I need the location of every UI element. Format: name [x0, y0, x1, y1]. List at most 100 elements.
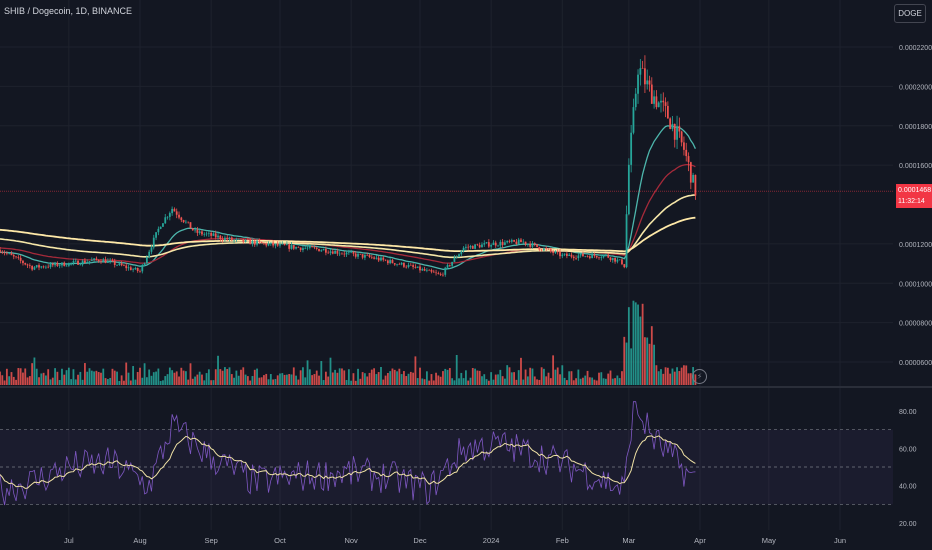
candle-body [299, 247, 302, 251]
volume-bar [361, 372, 364, 385]
volume-bar [217, 355, 219, 385]
volume-bar [517, 370, 520, 385]
candle-body [136, 267, 139, 271]
volume-bar [547, 372, 550, 385]
time-tick-label: Aug [133, 536, 146, 545]
candle-body [72, 261, 75, 263]
volume-bar [366, 376, 369, 385]
symbol-button[interactable]: DOGE [894, 4, 926, 23]
candle-body [207, 232, 210, 234]
candle-body [33, 267, 36, 270]
volume-bar [657, 371, 660, 385]
volume-bar [529, 367, 532, 385]
volume-bar [288, 374, 291, 385]
candle-body [506, 240, 509, 243]
volume-bar [88, 368, 91, 385]
volume-bar [632, 300, 635, 385]
volume-bar [586, 370, 589, 385]
candle-body [120, 263, 123, 266]
candle-body [565, 253, 568, 256]
chart-title: SHIB / Dogecoin, 1D, BINANCE [4, 6, 133, 16]
candle-body [260, 241, 263, 244]
volume-bar [299, 370, 302, 385]
volume-bar [334, 369, 336, 385]
volume-bar [189, 363, 192, 385]
rsi-axis[interactable]: 80.00 60.00 40.00 20.00 [899, 409, 917, 528]
time-tick-label: Sep [204, 536, 217, 545]
rsi-tick-label: 20.00 [899, 521, 917, 528]
candle-body [419, 266, 421, 271]
candle-body [194, 229, 196, 231]
volume-bar [412, 372, 415, 385]
volume-bar [650, 326, 653, 385]
candle-body [389, 260, 392, 264]
rsi-ma-line [0, 435, 696, 489]
volume-bar [350, 380, 353, 385]
volume-bar [302, 367, 304, 385]
volume-bar [403, 371, 405, 385]
volume-bar [95, 370, 98, 385]
candle-body [343, 253, 346, 255]
candle-body [285, 244, 288, 246]
candle-body [520, 239, 522, 243]
candle-body [180, 217, 183, 221]
candle-body [559, 251, 561, 257]
volume-bar [393, 369, 396, 385]
candle-body [347, 252, 350, 253]
volume-bar [116, 371, 118, 385]
volume-bar [364, 373, 366, 385]
candle-body [178, 214, 180, 218]
volume-bar [565, 380, 568, 385]
candle-body [201, 231, 203, 235]
volume-bar [432, 380, 435, 385]
volume-bar [148, 369, 151, 385]
candle-body [533, 243, 536, 245]
volume-bar [304, 377, 307, 385]
candle-body [384, 259, 387, 261]
volume-bar [563, 377, 566, 385]
candle-body [653, 96, 655, 104]
volume-bar [329, 357, 332, 385]
volume-bar [141, 377, 144, 385]
candle-body [5, 253, 8, 254]
volume-bar [97, 372, 100, 385]
volume-bar [359, 378, 362, 385]
price-axis[interactable]: 0.0002200 0.0002000 0.0001800 0.0001600 0.00… [899, 45, 932, 367]
volume-bar [687, 373, 690, 385]
candle-body [522, 241, 525, 243]
volume-bar [572, 380, 575, 385]
volume-bar [67, 367, 70, 385]
volume-bar [386, 373, 389, 385]
volume-bar [637, 304, 639, 385]
candle-body [442, 274, 444, 276]
candle-body [543, 248, 545, 251]
volume-bar [150, 375, 153, 385]
volume-bar [515, 379, 518, 385]
volume-bar [419, 367, 421, 385]
candle-body [109, 260, 112, 262]
candle-body [582, 253, 584, 257]
candle-body [331, 251, 334, 254]
candle-body [302, 248, 304, 251]
candle-body [545, 248, 548, 250]
candle-body [435, 272, 437, 274]
volume-bar [8, 376, 11, 385]
candle-body [246, 239, 249, 241]
candle-body [432, 271, 435, 273]
lightning-icon[interactable]: ⚡ [692, 369, 707, 384]
candle-body [210, 232, 213, 236]
time-axis[interactable]: Jul Aug Sep Oct Nov Dec 2024 Feb Mar Apr May Jun [64, 536, 846, 545]
candle-body [561, 254, 564, 257]
candle-body [570, 254, 573, 257]
candle-body [462, 247, 465, 252]
volume-bar [315, 370, 318, 385]
candle-body [680, 131, 683, 143]
candle-body [116, 264, 118, 266]
volume-bar [325, 371, 327, 385]
candle-body [510, 240, 513, 242]
volume-bar [582, 377, 584, 385]
candle-body [336, 250, 339, 254]
candle-body [86, 261, 89, 263]
volume-bar [15, 379, 17, 385]
